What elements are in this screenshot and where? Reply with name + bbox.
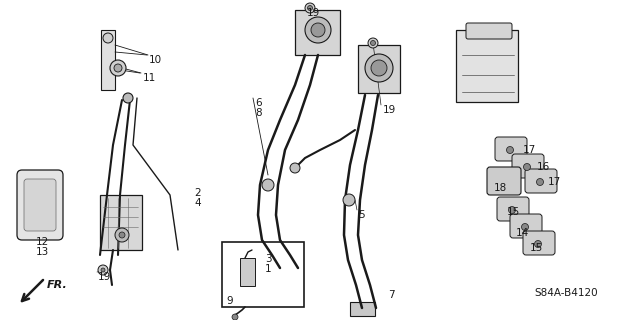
Circle shape: [307, 5, 312, 11]
Text: 18: 18: [494, 183, 508, 193]
Circle shape: [371, 60, 387, 76]
Circle shape: [123, 93, 133, 103]
Bar: [358, 45, 400, 93]
Circle shape: [311, 23, 325, 37]
Text: 16: 16: [537, 162, 550, 172]
Text: 17: 17: [523, 145, 536, 155]
Circle shape: [509, 206, 515, 213]
Text: 15: 15: [530, 243, 543, 253]
Circle shape: [119, 232, 125, 238]
Circle shape: [98, 265, 108, 275]
Text: 4: 4: [194, 198, 200, 208]
FancyBboxPatch shape: [525, 169, 557, 193]
Bar: [240, 258, 255, 286]
Bar: [101, 30, 115, 90]
Text: 13: 13: [35, 247, 49, 257]
Text: 10: 10: [149, 55, 162, 65]
Text: 3: 3: [265, 254, 271, 264]
Circle shape: [524, 164, 531, 171]
Circle shape: [534, 241, 541, 247]
FancyBboxPatch shape: [523, 231, 555, 255]
FancyBboxPatch shape: [487, 167, 521, 195]
Text: 6: 6: [255, 98, 262, 108]
Text: FR.: FR.: [47, 280, 68, 290]
Text: 2: 2: [194, 188, 200, 198]
Text: 11: 11: [143, 73, 156, 83]
Bar: [272, 262, 294, 297]
Circle shape: [262, 179, 274, 191]
Text: 19: 19: [383, 105, 396, 115]
Bar: [100, 195, 142, 250]
Circle shape: [506, 147, 513, 154]
Text: S84A-B4120: S84A-B4120: [534, 288, 598, 298]
FancyBboxPatch shape: [510, 214, 542, 238]
Text: 17: 17: [548, 177, 561, 187]
Bar: [295, 10, 340, 55]
Text: 5: 5: [358, 210, 365, 220]
Bar: [350, 302, 375, 316]
Circle shape: [110, 60, 126, 76]
Circle shape: [536, 179, 543, 186]
Text: 9: 9: [226, 296, 232, 306]
Text: 8: 8: [255, 108, 262, 118]
Circle shape: [343, 194, 355, 206]
Circle shape: [305, 3, 315, 13]
Bar: [456, 30, 518, 102]
Circle shape: [115, 228, 129, 242]
Text: 1: 1: [265, 264, 271, 274]
Text: 19: 19: [98, 272, 111, 282]
Circle shape: [368, 38, 378, 48]
FancyBboxPatch shape: [495, 137, 527, 161]
Circle shape: [114, 64, 122, 72]
Bar: [222, 242, 304, 307]
Circle shape: [103, 33, 113, 43]
FancyBboxPatch shape: [466, 23, 512, 39]
Circle shape: [305, 17, 331, 43]
Text: 19: 19: [307, 8, 320, 18]
Circle shape: [232, 314, 238, 320]
Circle shape: [290, 163, 300, 173]
FancyBboxPatch shape: [497, 197, 529, 221]
FancyBboxPatch shape: [17, 170, 63, 240]
Circle shape: [365, 54, 393, 82]
Text: 12: 12: [35, 237, 49, 247]
Text: 7: 7: [388, 290, 395, 300]
Circle shape: [522, 223, 529, 230]
Circle shape: [101, 268, 105, 272]
Text: 14: 14: [516, 228, 529, 238]
Circle shape: [371, 41, 376, 45]
FancyBboxPatch shape: [24, 179, 56, 231]
FancyBboxPatch shape: [512, 154, 544, 178]
Text: 15: 15: [507, 207, 520, 217]
